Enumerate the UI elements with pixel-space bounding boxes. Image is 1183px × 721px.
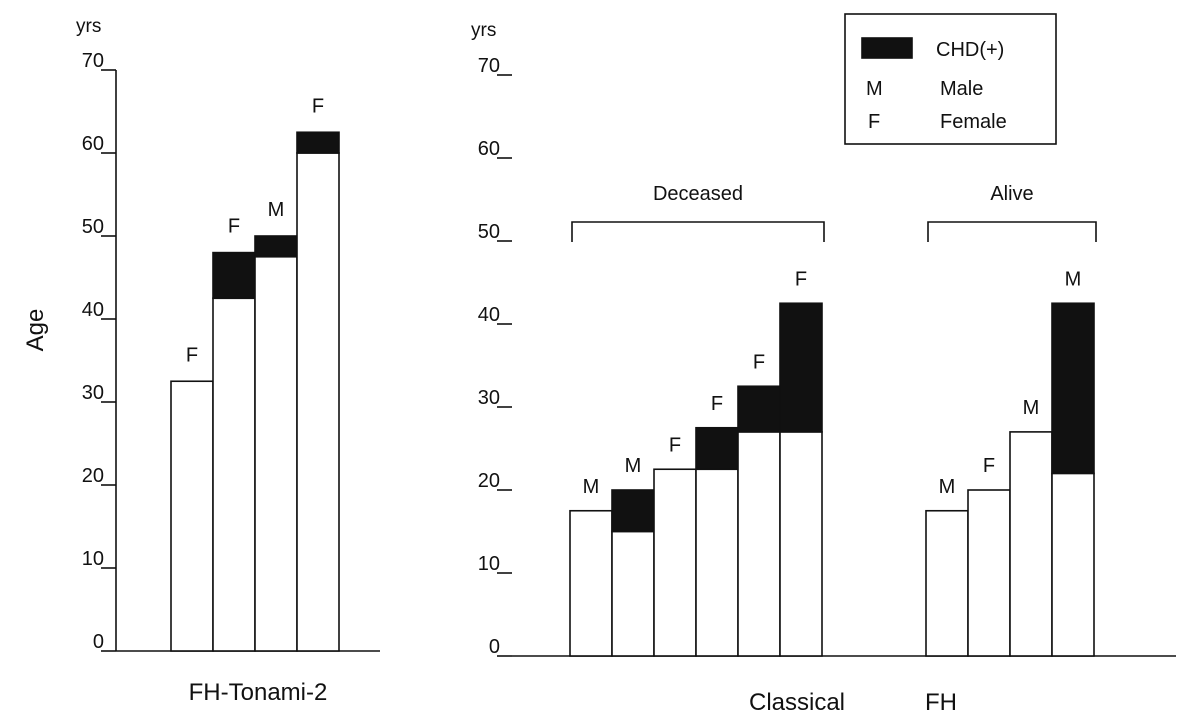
group-label: Alive (990, 183, 1033, 205)
bar-sex-label: M (1023, 397, 1040, 419)
left-panel-title: FH-Tonami-2 (189, 679, 328, 706)
left-y-unit: yrs (76, 16, 101, 37)
bar-sex-label: M (268, 199, 285, 221)
right-panel-title-word-1: Classical (749, 689, 845, 716)
bar-sex-label: M (625, 455, 642, 477)
bar-chd-segment (737, 385, 781, 433)
left-y-tick-label: 50 (82, 216, 104, 238)
right-y-unit: yrs (471, 20, 496, 41)
bar-sex-label: F (795, 268, 807, 290)
left-bars: F F M F (170, 95, 340, 652)
right-panel-title-word-2: FH (925, 689, 957, 716)
legend-label-chd: CHD(+) (936, 39, 1004, 61)
legend-swatch-chd (861, 37, 913, 59)
left-y-tick-label: 40 (82, 299, 104, 321)
bar-open-segment (569, 509, 613, 657)
group-bracket (927, 221, 1097, 242)
legend-label-female: Female (940, 111, 1007, 133)
right-bars: M M F F F F M F M M (569, 268, 1095, 657)
bar-open-segment (170, 380, 214, 652)
group-bracket (571, 221, 825, 242)
right-y-tick-label: 70 (478, 55, 500, 77)
bar-open-segment (967, 489, 1011, 657)
y-axis-label: Age (22, 309, 49, 352)
legend-box (844, 13, 1057, 145)
bar-chd-segment (779, 302, 823, 433)
bar-open-segment (737, 431, 781, 657)
bar-open-segment (695, 468, 739, 657)
right-y-tick-label: 30 (478, 387, 500, 409)
bar-sex-label: M (939, 476, 956, 498)
bar-chd-segment (296, 131, 340, 154)
bar-chd-segment (695, 426, 739, 471)
right-y-tick-label: 10 (478, 553, 500, 575)
bar-chd-segment (1051, 302, 1095, 475)
bar-sex-label: F (186, 344, 198, 366)
bar-open-segment (1051, 472, 1095, 657)
left-y-tick-label: 70 (82, 50, 104, 72)
bar-sex-label: F (312, 95, 324, 117)
bar-open-segment (254, 255, 298, 652)
bar-sex-label: F (711, 393, 723, 415)
left-chart-panel: yrs 0 10 20 30 40 50 60 70 F F M F Age FH-Tonami-2 (22, 16, 380, 706)
bar-sex-label: M (1065, 268, 1082, 290)
bar-chd-segment (254, 235, 298, 258)
left-y-tick-label: 60 (82, 133, 104, 155)
bar-sex-label: F (983, 455, 995, 477)
left-y-ticks: 0 10 20 30 40 50 60 70 (82, 50, 380, 653)
group-label: Deceased (653, 183, 743, 205)
bar-sex-label: F (669, 434, 681, 456)
legend-symbol-male: M (866, 78, 883, 100)
left-y-tick-label: 0 (93, 631, 104, 653)
bar-open-segment (653, 468, 697, 657)
bar-open-segment (296, 152, 340, 652)
left-y-tick-label: 30 (82, 382, 104, 404)
right-y-tick-label: 20 (478, 470, 500, 492)
bar-open-segment (779, 431, 823, 657)
bar-sex-label: F (228, 216, 240, 238)
left-y-tick-label: 20 (82, 465, 104, 487)
bar-sex-label: F (753, 351, 765, 373)
bar-chd-segment (611, 489, 655, 533)
bar-open-segment (212, 297, 256, 652)
right-y-tick-label: 0 (489, 636, 500, 658)
right-y-tick-label: 50 (478, 221, 500, 243)
legend-symbol-female: F (868, 111, 880, 133)
bar-open-segment (611, 530, 655, 657)
bar-sex-label: M (583, 476, 600, 498)
left-y-tick-label: 10 (82, 548, 104, 570)
right-y-tick-label: 40 (478, 304, 500, 326)
bar-open-segment (1009, 431, 1053, 657)
legend: CHD(+) M Male F Female (844, 13, 1057, 145)
legend-label-male: Male (940, 78, 983, 100)
bar-open-segment (925, 509, 969, 657)
group-brackets: Deceased Alive (571, 183, 1097, 242)
bar-chd-segment (212, 251, 256, 300)
right-y-tick-label: 60 (478, 138, 500, 160)
